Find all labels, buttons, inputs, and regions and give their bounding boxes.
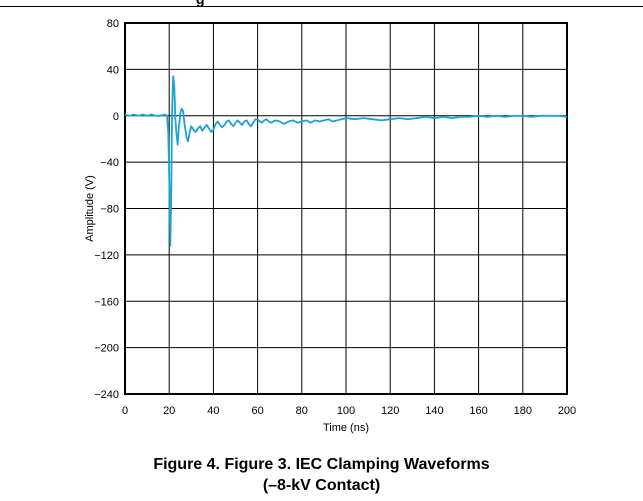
x-axis-label: Time (ns) <box>323 422 369 434</box>
header-title-fragment-text: g <box>196 0 240 6</box>
header-rule <box>0 6 643 7</box>
figure-caption: Figure 4. Figure 3. IEC Clamping Wavefor… <box>0 454 643 496</box>
x-tick-label: 120 <box>381 405 399 417</box>
y-tick-label: −120 <box>94 250 119 262</box>
x-tick-label: 60 <box>251 405 263 417</box>
x-tick-label: 0 <box>122 405 128 417</box>
y-axis-tick-labels: 80 40 0 −40 −80 −120 −160 −200 −240 <box>94 18 119 401</box>
x-tick-label: 80 <box>296 405 308 417</box>
y-tick-label: 0 <box>113 111 119 123</box>
y-tick-label: −80 <box>100 204 119 216</box>
x-tick-label: 140 <box>425 405 443 417</box>
y-tick-label: −160 <box>94 296 119 308</box>
x-tick-label: 20 <box>163 405 175 417</box>
plot-frame <box>124 22 568 395</box>
header-title-fragment: g <box>196 0 240 6</box>
plot-grid <box>124 22 568 395</box>
waveform-trace <box>124 75 568 247</box>
y-tick-label: 80 <box>107 18 119 30</box>
x-tick-label: 180 <box>514 405 532 417</box>
caption-line-2: (–8-kV Contact) <box>262 477 381 494</box>
y-tick-label: −240 <box>94 389 119 401</box>
y-axis-label: Amplitude (V) <box>84 175 96 242</box>
y-tick-label: −40 <box>100 157 119 169</box>
x-tick-label: 200 <box>558 405 576 417</box>
caption-line-1: Figure 4. Figure 3. IEC Clamping Wavefor… <box>153 456 490 473</box>
clamping-waveform-chart: 0 20 40 60 80 100 120 140 160 180 200 80 40 0 −40 −80 −… <box>84 18 576 434</box>
x-axis-tick-labels: 0 20 40 60 80 100 120 140 160 180 200 <box>122 405 576 417</box>
x-tick-label: 40 <box>207 405 219 417</box>
y-tick-label: −200 <box>94 343 119 355</box>
x-tick-label: 160 <box>469 405 487 417</box>
y-tick-label: 40 <box>107 64 119 76</box>
x-tick-label: 100 <box>337 405 355 417</box>
